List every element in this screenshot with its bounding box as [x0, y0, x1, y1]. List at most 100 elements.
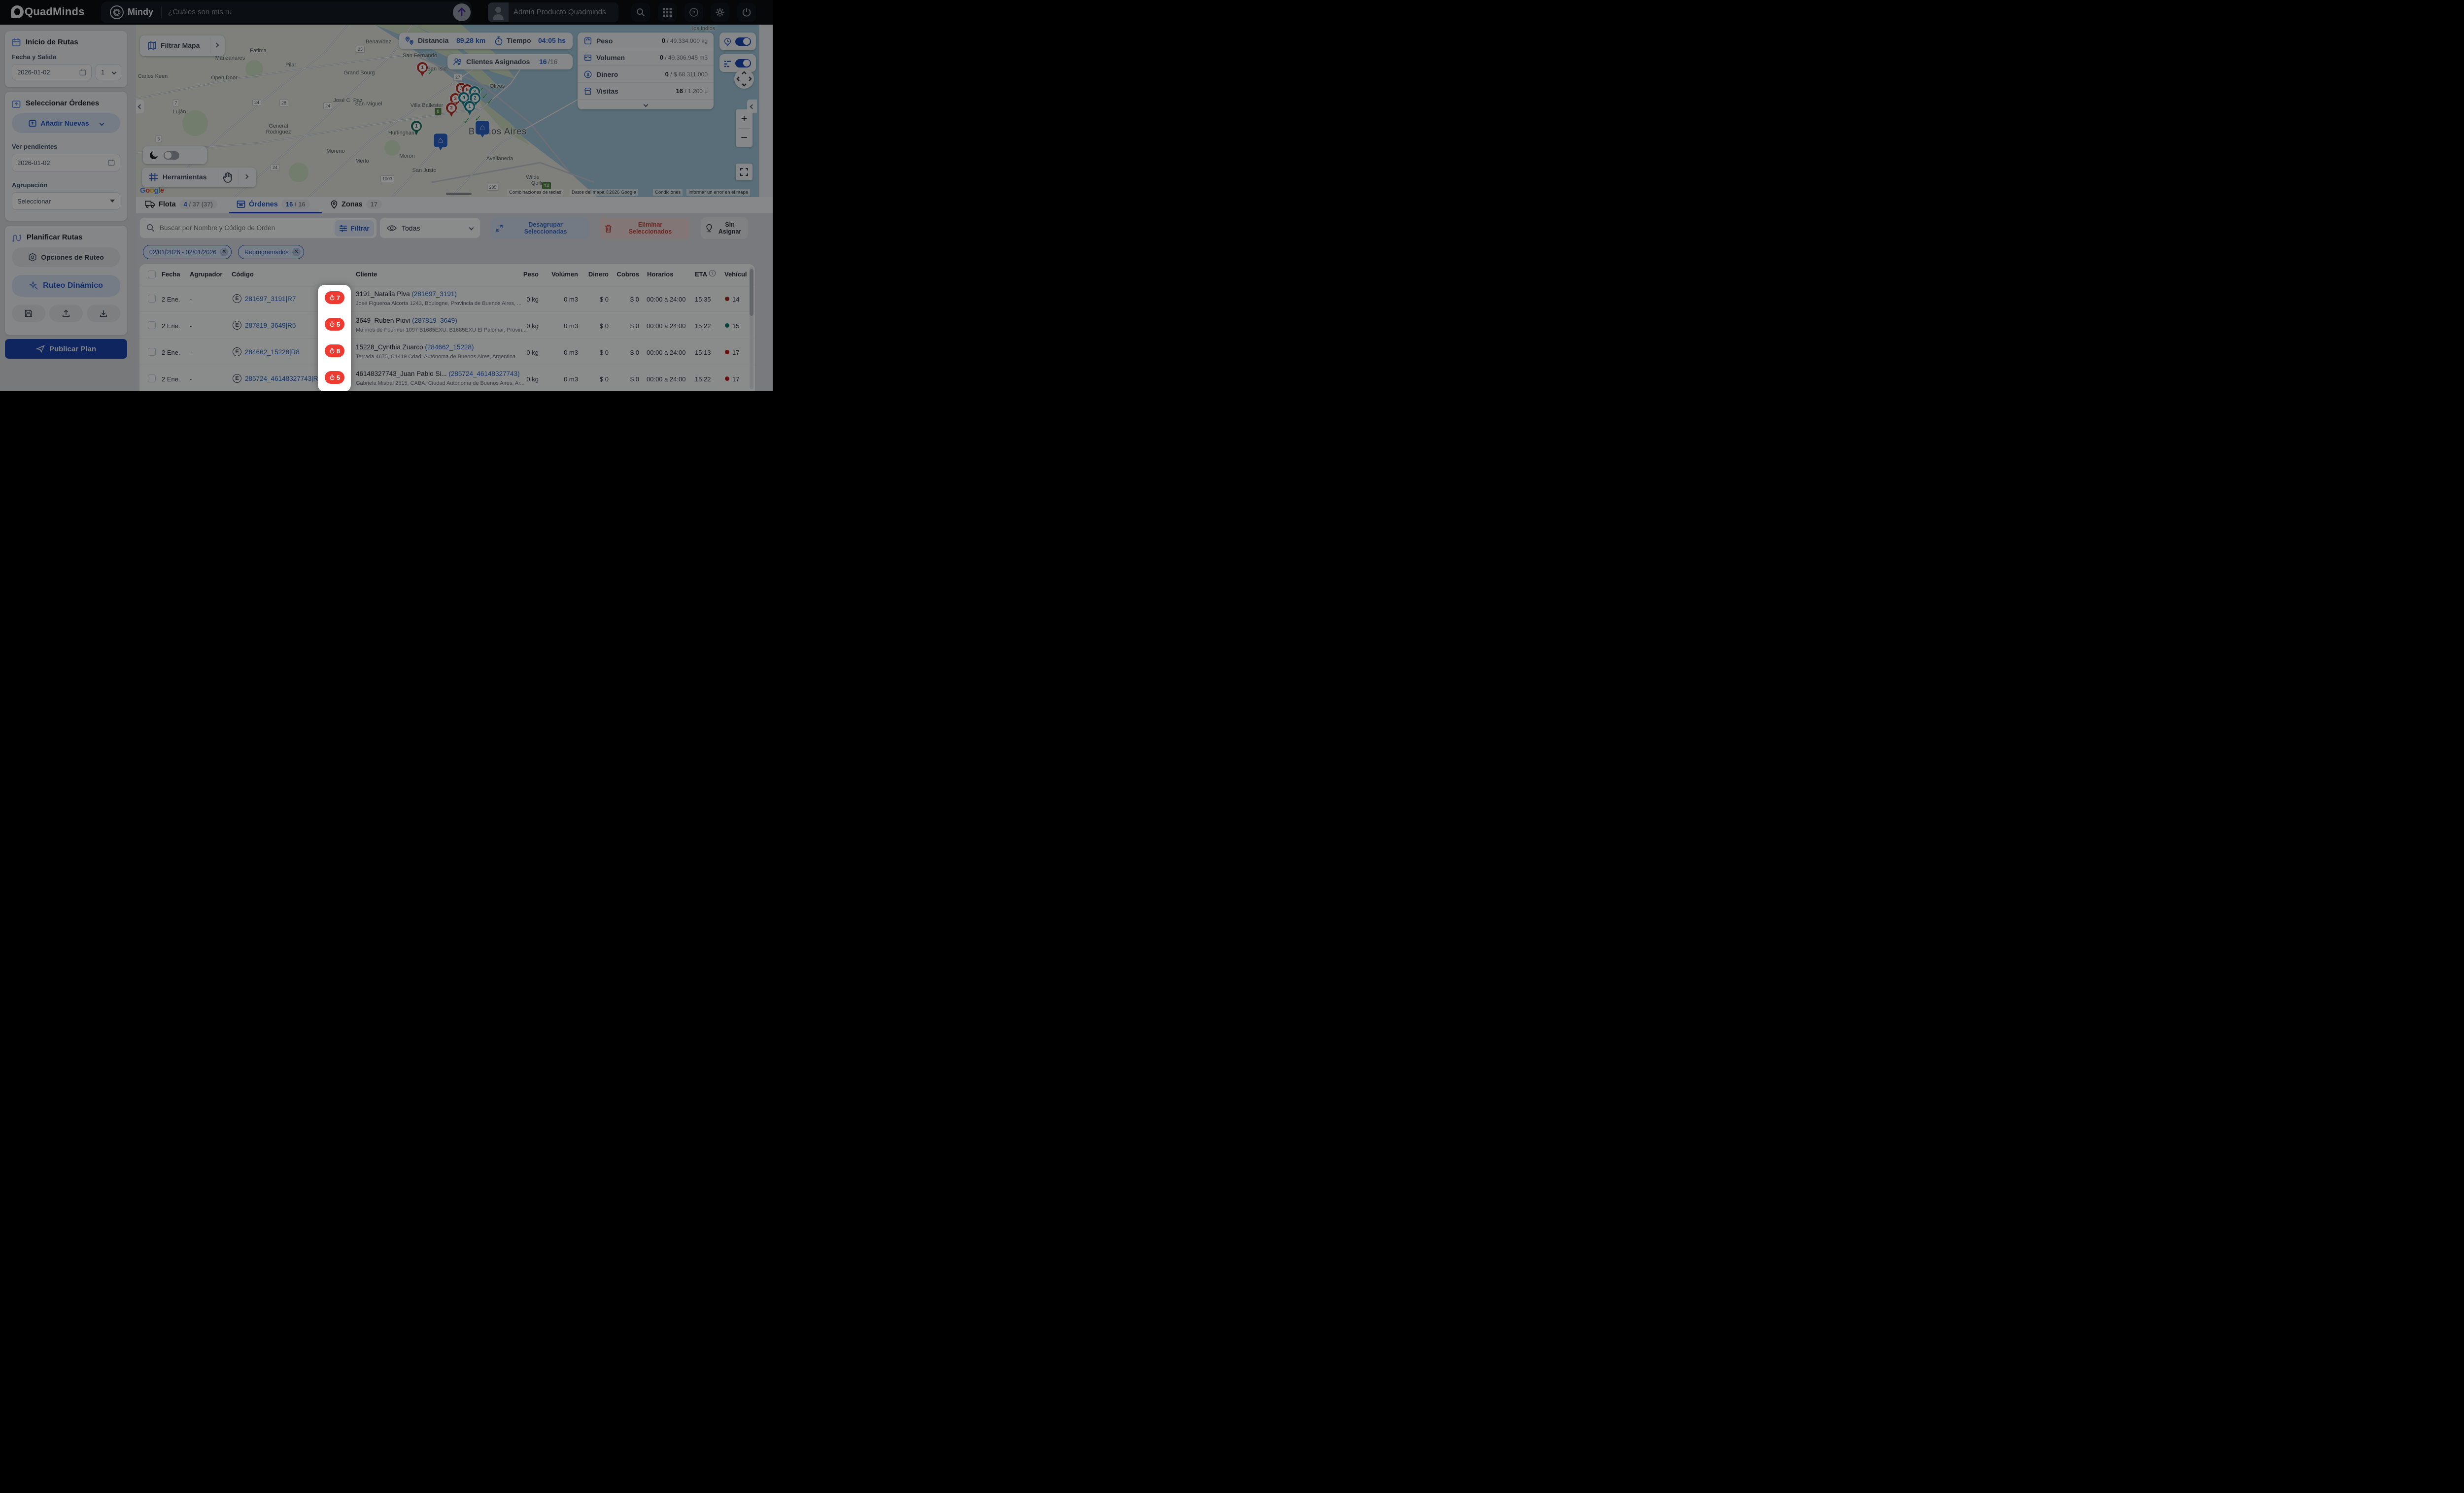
herramientas-label[interactable]: Herramientas [163, 173, 207, 181]
depot-marker[interactable]: ⌂ [476, 121, 489, 137]
ruteo-dinamico-button[interactable]: Ruteo Dinámico [12, 275, 120, 297]
eliminar-button[interactable]: Eliminar Seleccionados [600, 217, 689, 239]
search-icon[interactable] [631, 3, 650, 22]
download-plan-button[interactable] [87, 305, 120, 322]
fecha-input[interactable]: 2026-01-02 [12, 64, 92, 80]
client-code-link[interactable]: (281697_3191) [411, 290, 457, 298]
map-report-error-link[interactable]: Informar un error en el mapa [686, 189, 750, 196]
expand-right-panel-button[interactable] [747, 100, 757, 113]
col-dinero[interactable]: Dinero [588, 271, 609, 278]
col-horarios[interactable]: Horarios [647, 271, 674, 278]
visit-duration-badge[interactable]: 7 [325, 291, 344, 304]
order-code-link[interactable]: 287819_3649|R5 [245, 322, 296, 329]
client-name[interactable]: 3191_Natalia Piva (281697_3191) [356, 290, 457, 298]
fullscreen-button[interactable] [736, 164, 753, 180]
zoom-out-button[interactable]: − [740, 131, 748, 144]
save-plan-button[interactable] [12, 305, 45, 322]
col-volumen[interactable]: Volúmen [551, 271, 578, 278]
levels-toggle[interactable] [735, 59, 751, 68]
eta-toggle[interactable] [735, 37, 751, 46]
desagrupar-button[interactable]: Desagrupar Seleccionadas [490, 217, 589, 239]
client-name[interactable]: 46148327743_Juan Pablo Si... (285724_461… [356, 370, 520, 377]
order-cluster-marker[interactable]: 2 [470, 93, 480, 108]
pendientes-fecha-input[interactable]: 2026-01-02 [12, 154, 120, 171]
mindy-query-input[interactable]: ¿Cuáles son mis ru [168, 8, 232, 16]
map-keyboard-shortcuts[interactable]: Combinaciones de teclas [507, 189, 564, 196]
table-scrollbar[interactable] [750, 267, 753, 389]
agrupacion-select[interactable]: Seleccionar [12, 192, 120, 210]
select-all-checkbox[interactable] [148, 271, 156, 278]
tab-zonas[interactable]: Zonas 17 [330, 200, 382, 209]
close-icon[interactable]: ✕ [220, 248, 229, 256]
date-range-chip[interactable]: 02/01/2026 - 02/01/2026 ✕ [143, 245, 232, 259]
sin-asignar-button[interactable]: Sin Asignar [701, 217, 748, 239]
collapse-panel-button[interactable] [578, 100, 714, 109]
order-cluster-marker[interactable]: 2 [446, 102, 457, 118]
order-cluster-marker[interactable]: 1 [464, 101, 475, 116]
order-row[interactable]: 2 Ene. - E 285724_46148327743|R5 4614832… [139, 365, 755, 391]
col-agrupador[interactable]: Agrupador [190, 271, 223, 278]
order-row[interactable]: 2 Ene. - E 284662_15228|R8 15228_Cynthia… [139, 338, 755, 365]
upload-plan-button[interactable] [49, 305, 83, 322]
chevron-right-icon[interactable] [214, 42, 219, 48]
zoom-in-button[interactable]: + [741, 112, 748, 125]
col-cliente[interactable]: Cliente [356, 271, 377, 278]
client-name[interactable]: 3649_Ruben Piovi (287819_3649) [356, 317, 457, 324]
mindy-send-button[interactable] [453, 3, 471, 21]
chevron-right-icon[interactable] [243, 174, 249, 179]
row-checkbox[interactable] [148, 295, 156, 303]
visit-duration-badge[interactable]: 5 [325, 318, 344, 331]
map-canvas[interactable]: los Indios Benavídez Fatima Manzanares P… [136, 25, 759, 197]
dark-mode-toggle[interactable] [164, 151, 179, 160]
col-fecha[interactable]: Fecha [162, 271, 180, 278]
filtrar-mapa-button[interactable]: Filtrar Mapa [140, 35, 225, 56]
order-code-link[interactable]: 284662_15228|R8 [245, 348, 300, 356]
row-checkbox[interactable] [148, 348, 156, 356]
filtrar-button[interactable]: Filtrar [335, 220, 374, 237]
brand-logo[interactable]: QuadMinds [11, 5, 85, 18]
visit-duration-badge[interactable]: 8 [325, 344, 344, 357]
col-codigo[interactable]: Código [232, 271, 254, 278]
pan-control[interactable] [734, 69, 754, 89]
close-icon[interactable]: ✕ [292, 248, 301, 256]
user-menu[interactable]: Admin Producto Quadminds [488, 2, 618, 22]
col-cobros[interactable]: Cobros [616, 271, 640, 278]
search-input[interactable] [159, 218, 307, 238]
settings-gear-icon[interactable] [711, 3, 729, 22]
tab-flota[interactable]: Flota 4 / 37 (37) [145, 200, 217, 209]
collapse-left-panel-button[interactable] [136, 100, 144, 113]
order-row[interactable]: 2 Ene. - E 287819_3649|R5 3649_Ruben Pio… [139, 311, 755, 338]
map-terms-link[interactable]: Condiciones [653, 189, 683, 196]
col-vehiculo[interactable]: Vehículo [724, 271, 747, 278]
client-name[interactable]: 15228_Cynthia Zuarco (284662_15228) [356, 343, 474, 351]
row-checkbox[interactable] [148, 374, 156, 382]
anadir-nuevas-button[interactable]: Añadir Nuevas [12, 113, 120, 133]
reprogramados-chip[interactable]: Reprogramados ✕ [238, 245, 304, 259]
publicar-plan-button[interactable]: Publicar Plan [5, 339, 127, 359]
col-peso[interactable]: Peso [523, 271, 539, 278]
order-row[interactable]: 2 Ene. - E 281697_3191|R7 3191_Natalia P… [139, 285, 755, 311]
horizontal-scrollbar[interactable] [446, 193, 472, 195]
depot-marker[interactable]: ⌂ [434, 134, 447, 150]
order-cluster-marker[interactable]: 1 [411, 121, 422, 136]
view-filter-select[interactable]: Todas [379, 217, 480, 238]
apps-grid-icon[interactable] [658, 3, 677, 22]
order-code-link[interactable]: 285724_46148327743|R5 [245, 375, 322, 382]
order-code-link[interactable]: 281697_3191|R7 [245, 295, 296, 303]
visit-duration-badge[interactable]: 5 [325, 371, 344, 384]
col-eta[interactable]: ETA [695, 271, 708, 278]
opciones-ruteo-button[interactable]: Opciones de Ruteo [12, 247, 120, 267]
eta-help-icon[interactable]: ? [709, 270, 716, 277]
row-checkbox[interactable] [148, 321, 156, 329]
logout-power-icon[interactable] [737, 3, 756, 22]
client-code-link[interactable]: (284662_15228) [425, 343, 474, 351]
tab-ordenes[interactable]: Órdenes 16 / 16 [237, 200, 310, 209]
mindy-assistant-bar[interactable]: Mindy ¿Cuáles son mis ru [101, 1, 472, 23]
client-code-link[interactable]: (285724_46148327743) [448, 370, 520, 377]
client-code-link[interactable]: (287819_3649) [412, 317, 457, 324]
salida-select[interactable]: 1 [96, 64, 121, 80]
order-cluster-marker[interactable]: 1 [417, 62, 428, 77]
help-icon[interactable]: ? [684, 3, 703, 22]
pan-hand-icon[interactable] [222, 171, 233, 183]
order-cluster-marker[interactable]: 4 [458, 92, 469, 107]
